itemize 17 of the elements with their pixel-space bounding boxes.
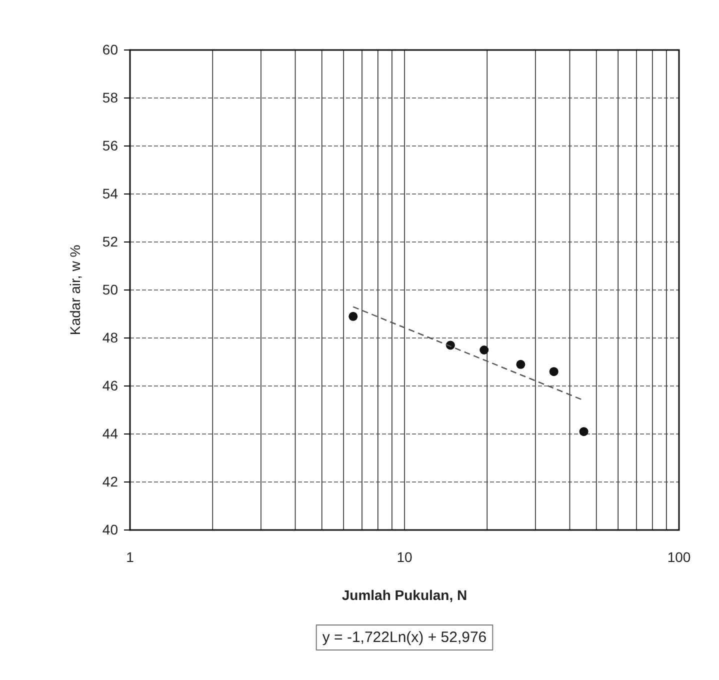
y-tick-label: 44 bbox=[102, 425, 118, 442]
y-axis-title: Kadar air, w % bbox=[67, 244, 83, 336]
x-tick-label: 10 bbox=[396, 548, 412, 565]
text: y = -1,722Ln(x) + 52,976 bbox=[322, 629, 487, 646]
y-tick-label: 52 bbox=[102, 233, 118, 250]
y-tick-label: 60 bbox=[102, 41, 118, 58]
y-tick-label: 46 bbox=[102, 377, 118, 394]
y-tick-label: 54 bbox=[102, 185, 118, 202]
y-tick-label: 40 bbox=[102, 521, 118, 538]
y-tick-label: 56 bbox=[102, 137, 118, 154]
x-tick-label: 1 bbox=[126, 548, 134, 565]
y-tick-label: 50 bbox=[102, 281, 118, 298]
y-tick-label: 42 bbox=[102, 473, 118, 490]
y-tick-label: 58 bbox=[102, 89, 118, 106]
y-tick-label: 48 bbox=[102, 329, 118, 346]
x-axis-title: Jumlah Pukulan, N bbox=[342, 587, 468, 603]
x-tick-label: 100 bbox=[667, 548, 691, 565]
